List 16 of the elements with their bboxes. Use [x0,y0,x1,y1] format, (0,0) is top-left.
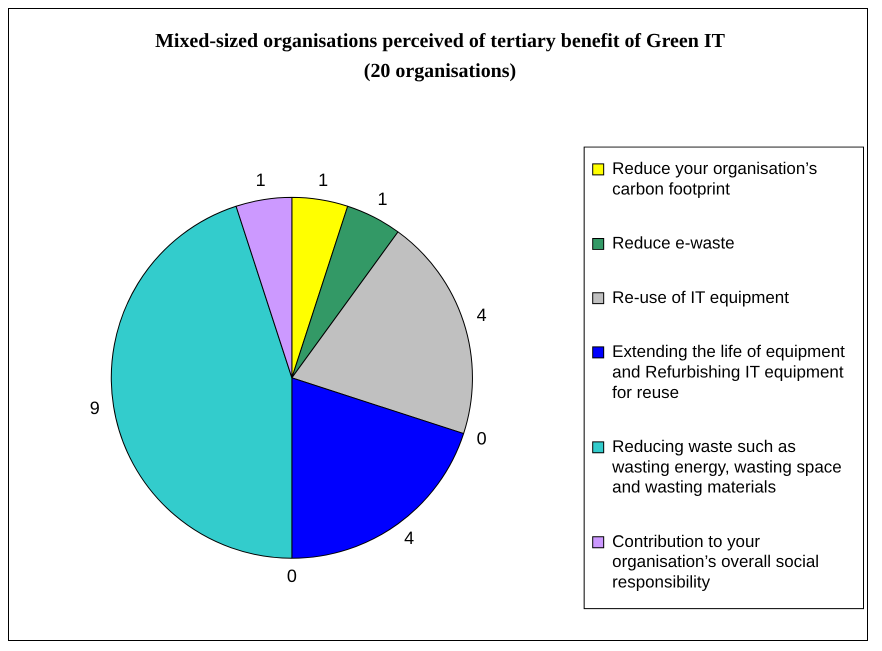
legend-label: Reduce e-waste [612,234,735,253]
legend-label: Reducing waste such as wasting energy, wasting space and wasting materials [611,436,842,497]
data-label: 1 [377,189,388,210]
legend-label: Extending the life of equipment and Refurbishing IT equipment for reuse [612,342,846,402]
text: 0 [286,566,297,586]
legend-label: Contribution to your organisation’s overall social responsibility [612,532,820,592]
data-label: 4 [404,528,414,548]
data-label: 4 [476,305,487,326]
text: 0 [476,428,487,448]
chart-subtitle: (20 organisations) [364,60,516,82]
data-label: 9 [90,398,100,418]
legend-label: Re-use of IT equipment [612,288,790,307]
data-label: 1 [318,170,328,190]
data-label: 1 [256,170,266,190]
legend-label: Reduce your organisation’s carbon footprint [612,159,818,198]
chart-title: Mixed-sized organisations perceived of tertiary benefit of Green IT [155,30,725,52]
